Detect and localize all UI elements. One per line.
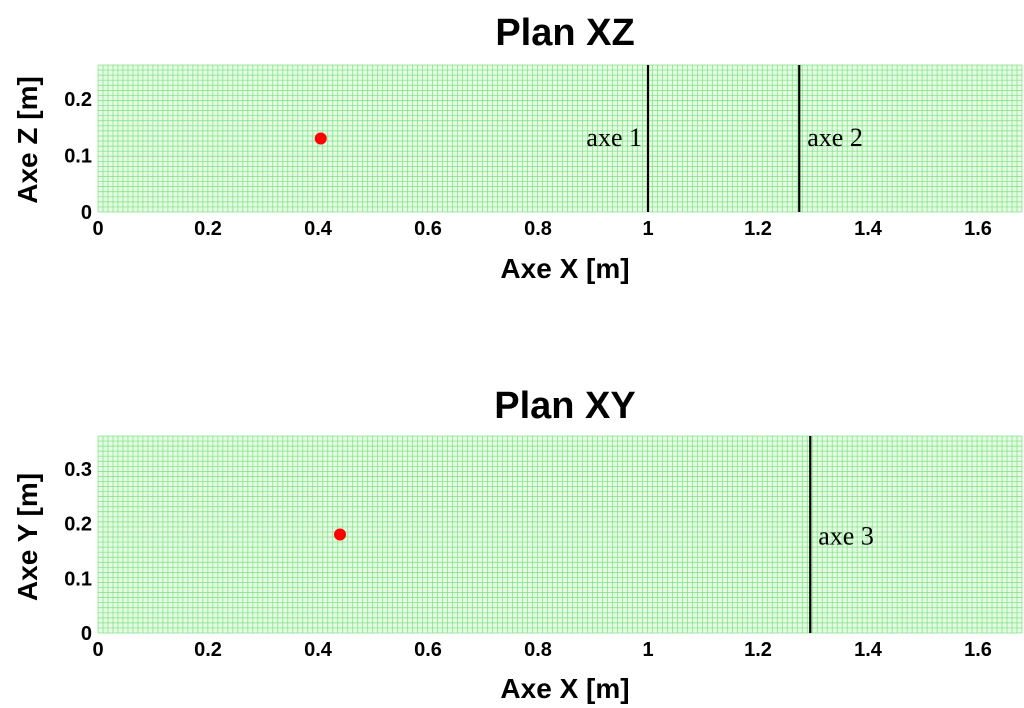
reference-line-label: axe 1 bbox=[586, 123, 642, 152]
x-tick-label: 1.2 bbox=[744, 639, 772, 661]
plot-background bbox=[98, 436, 1022, 633]
y-axis-label: Axe Z [m] bbox=[12, 76, 43, 204]
x-tick-label: 0.6 bbox=[414, 639, 442, 661]
x-tick-label: 0.6 bbox=[414, 218, 442, 240]
x-axis-label: Axe X [m] bbox=[500, 673, 629, 704]
y-tick-label: 0 bbox=[81, 623, 92, 645]
x-tick-label: 0.2 bbox=[194, 218, 222, 240]
grid bbox=[97, 435, 1023, 634]
data-point bbox=[334, 528, 346, 541]
y-tick-label: 0.3 bbox=[64, 459, 92, 481]
x-tick-label: 1.4 bbox=[854, 639, 883, 661]
x-tick-label: 0.4 bbox=[304, 639, 333, 661]
reference-line-label: axe 3 bbox=[818, 521, 874, 550]
x-tick-label: 0 bbox=[92, 218, 103, 240]
chart-title: Plan XZ bbox=[495, 12, 634, 54]
x-axis-label: Axe X [m] bbox=[500, 253, 629, 284]
y-tick-label: 0.1 bbox=[64, 568, 92, 590]
y-axis-label: Axe Y [m] bbox=[12, 473, 43, 601]
y-tick-label: 0.2 bbox=[64, 514, 92, 536]
grid bbox=[97, 64, 1023, 213]
x-tick-label: 1 bbox=[642, 639, 653, 661]
plot-plan-xy: Plan XY 0 0.2 0.4 0.6 0.8 1 1.2 1.4 1.6 0 0.1 0.2 0.… bbox=[12, 385, 1023, 704]
x-tick-label: 0.2 bbox=[194, 639, 222, 661]
x-tick-label: 1.2 bbox=[744, 218, 772, 240]
plot-background bbox=[98, 65, 1022, 212]
reference-line-label: axe 2 bbox=[807, 123, 863, 152]
x-tick-label: 1 bbox=[642, 218, 653, 240]
x-tick-label: 0 bbox=[92, 639, 103, 661]
data-point bbox=[314, 132, 327, 145]
x-tick-label: 1.6 bbox=[964, 639, 992, 661]
x-tick-label: 0.8 bbox=[524, 639, 552, 661]
chart-title: Plan XY bbox=[494, 385, 636, 427]
y-tick-label: 0 bbox=[81, 202, 92, 224]
x-tick-label: 0.8 bbox=[524, 218, 552, 240]
x-tick-label: 0.4 bbox=[304, 218, 333, 240]
y-tick-label: 0.2 bbox=[64, 89, 92, 111]
plot-area: 0 0.2 0.4 0.6 0.8 1 1.2 1.4 1.6 0 0.1 0.2 axe 1 axe 2 bbox=[64, 64, 1023, 240]
plot-area: 0 0.2 0.4 0.6 0.8 1 1.2 1.4 1.6 0 0.1 0.2 0.3 axe 3 bbox=[64, 435, 1023, 661]
x-tick-label: 1.4 bbox=[854, 218, 883, 240]
x-tick-label: 1.6 bbox=[964, 218, 992, 240]
y-tick-label: 0.1 bbox=[64, 145, 92, 167]
plot-plan-xz: Plan XZ 0 0.2 0.4 0.6 0.8 1 1.2 1.4 1.6 0 0.1 0.2 ax… bbox=[12, 12, 1023, 284]
